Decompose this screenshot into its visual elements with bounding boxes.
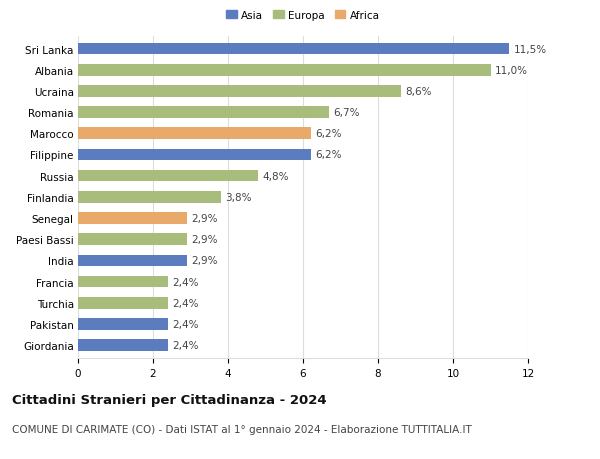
Bar	[78, 170, 258, 182]
Bar	[78, 107, 329, 118]
Bar	[78, 128, 311, 140]
Text: 11,0%: 11,0%	[495, 66, 528, 76]
Text: 6,2%: 6,2%	[315, 129, 341, 139]
Bar	[78, 234, 187, 246]
Bar	[78, 276, 168, 288]
Text: 2,4%: 2,4%	[173, 277, 199, 287]
Text: 6,2%: 6,2%	[315, 150, 341, 160]
Text: 6,7%: 6,7%	[334, 108, 360, 118]
Bar	[78, 65, 491, 76]
Bar	[78, 86, 401, 97]
Text: COMUNE DI CARIMATE (CO) - Dati ISTAT al 1° gennaio 2024 - Elaborazione TUTTITALI: COMUNE DI CARIMATE (CO) - Dati ISTAT al …	[12, 424, 472, 434]
Bar	[78, 340, 168, 351]
Text: 2,4%: 2,4%	[173, 298, 199, 308]
Legend: Asia, Europa, Africa: Asia, Europa, Africa	[222, 6, 384, 25]
Text: 2,4%: 2,4%	[173, 319, 199, 329]
Bar	[78, 213, 187, 224]
Bar	[78, 44, 509, 55]
Text: 2,9%: 2,9%	[191, 213, 218, 224]
Bar	[78, 319, 168, 330]
Text: 4,8%: 4,8%	[263, 171, 289, 181]
Text: 11,5%: 11,5%	[514, 45, 547, 55]
Text: 8,6%: 8,6%	[405, 87, 431, 97]
Text: Cittadini Stranieri per Cittadinanza - 2024: Cittadini Stranieri per Cittadinanza - 2…	[12, 393, 326, 406]
Text: 3,8%: 3,8%	[225, 192, 251, 202]
Bar	[78, 255, 187, 267]
Bar	[78, 297, 168, 309]
Text: 2,9%: 2,9%	[191, 256, 218, 266]
Bar	[78, 191, 221, 203]
Text: 2,9%: 2,9%	[191, 235, 218, 245]
Text: 2,4%: 2,4%	[173, 340, 199, 350]
Bar	[78, 149, 311, 161]
